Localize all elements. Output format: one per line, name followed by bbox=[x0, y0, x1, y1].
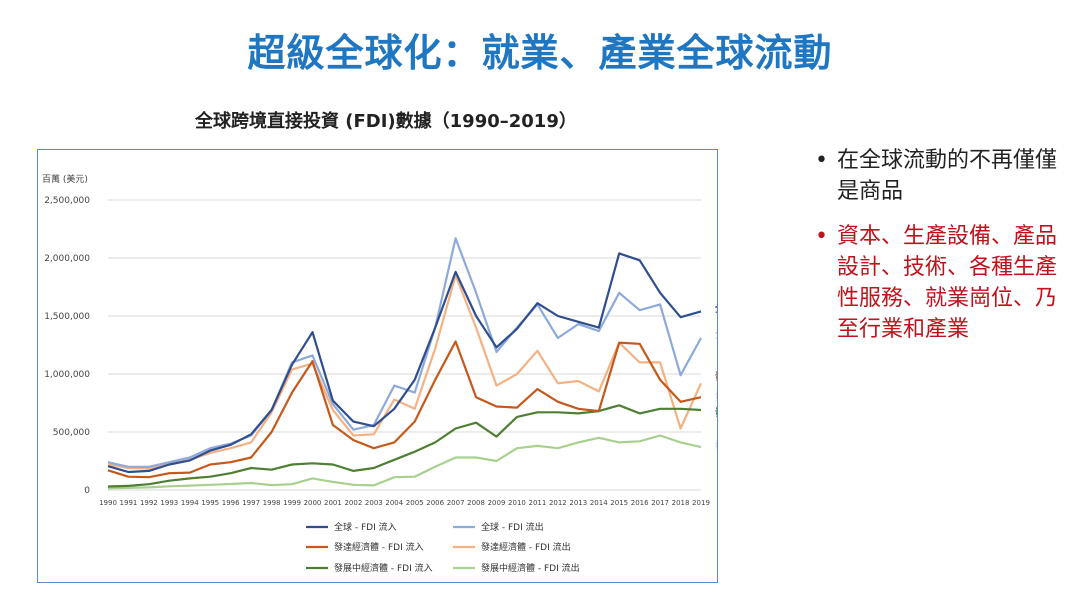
legend-label: 全球 - FDI 流入 bbox=[334, 521, 397, 533]
x-tick-label: 1993 bbox=[160, 499, 178, 507]
legend-label: 發展中經濟體 - FDI 流入 bbox=[334, 562, 433, 574]
x-tick-label: 2007 bbox=[447, 499, 465, 507]
x-tick-label: 2006 bbox=[426, 499, 444, 507]
y-tick-label: 2,000,000 bbox=[44, 254, 90, 264]
x-tick-label: 2011 bbox=[528, 499, 546, 507]
y-tick-label: 1,500,000 bbox=[44, 312, 90, 322]
series-end-label: 全球FDI流出 bbox=[715, 328, 717, 341]
x-tick-label: 2002 bbox=[344, 499, 362, 507]
legend-label: 發展中經濟體 - FDI 流出 bbox=[481, 562, 580, 574]
x-tick-label: 2001 bbox=[324, 499, 342, 507]
series-line-1 bbox=[107, 237, 702, 468]
x-tick-label: 2013 bbox=[569, 499, 587, 507]
series-end-label: 發達國FDI流出 bbox=[715, 390, 717, 403]
legend-label: 全球 - FDI 流出 bbox=[481, 521, 544, 533]
series-line-3 bbox=[107, 274, 703, 470]
x-tick-label: 1995 bbox=[201, 499, 219, 507]
series-line-5 bbox=[107, 434, 702, 490]
x-tick-label: 2005 bbox=[406, 499, 424, 507]
bullet-dot-icon: • bbox=[815, 224, 828, 249]
bullet-text: 在全球流動的不再僅僅是商品 bbox=[837, 148, 1058, 204]
fdi-line-chart: 百萬 (美元) 0 500,000 1,000,000 1,500,000 2,000,0… bbox=[42, 173, 717, 574]
x-tick-label: 2019 bbox=[692, 499, 710, 507]
x-tick-label: 2012 bbox=[549, 499, 567, 507]
bullet-item: • 在全球流動的不再僅僅是商品 bbox=[815, 145, 1075, 207]
x-tick-label: 2010 bbox=[508, 499, 526, 507]
y-axis-label: 百萬 (美元) bbox=[42, 173, 88, 185]
series-end-label: 全球FDI流入 bbox=[714, 302, 717, 315]
bullet-text: 資本、生產設備、產品設計、技術、各種生產性服務、就業崗位、乃至行業和產業 bbox=[837, 224, 1058, 342]
legend-label: 發達經濟體 - FDI 流出 bbox=[481, 541, 571, 553]
x-tick-label: 2014 bbox=[590, 499, 608, 507]
series-end-label: 發展中FDI流出 bbox=[715, 439, 717, 452]
x-tick-label: 2000 bbox=[304, 499, 322, 507]
series-line-0 bbox=[107, 252, 702, 474]
chart-heading: 全球跨境直接投資 (FDI)數據（1990–2019） bbox=[195, 111, 577, 132]
x-tick-label: 1999 bbox=[283, 499, 301, 507]
x-tick-label: 2017 bbox=[651, 499, 669, 507]
x-tick-label: 2003 bbox=[365, 499, 383, 507]
x-tick-label: 1997 bbox=[242, 499, 260, 507]
y-tick-label: 0 bbox=[84, 486, 90, 496]
bullet-list: • 在全球流動的不再僅僅是商品 • 資本、生產設備、產品設計、技術、各種生產性服… bbox=[815, 145, 1075, 359]
x-tick-label: 2004 bbox=[385, 499, 403, 507]
chart-frame: 百萬 (美元) 0 500,000 1,000,000 1,500,000 2,000,0… bbox=[37, 149, 718, 583]
series-end-label: 發展中FDI流入 bbox=[714, 406, 717, 419]
x-tick-label: 2015 bbox=[610, 499, 628, 507]
x-tick-label: 1991 bbox=[120, 499, 138, 507]
y-tick-label: 500,000 bbox=[53, 428, 90, 438]
series-line-2 bbox=[107, 340, 702, 479]
y-tick-label: 2,500,000 bbox=[44, 196, 90, 206]
y-tick-label: 1,000,000 bbox=[44, 370, 90, 380]
series-end-label: 發達國FDI流入 bbox=[714, 370, 717, 383]
x-tick-label: 2016 bbox=[631, 499, 649, 507]
x-tick-label: 1996 bbox=[222, 499, 240, 507]
x-tick-label: 1992 bbox=[140, 499, 158, 507]
x-tick-label: 2009 bbox=[488, 499, 506, 507]
x-tick-label: 1998 bbox=[263, 499, 281, 507]
x-tick-label: 1994 bbox=[181, 499, 199, 507]
bullet-dot-icon: • bbox=[815, 148, 828, 173]
x-tick-label: 2008 bbox=[467, 499, 485, 507]
x-tick-label: 1990 bbox=[99, 499, 117, 507]
x-tick-label: 2018 bbox=[672, 499, 690, 507]
legend-label: 發達經濟體 - FDI 流入 bbox=[334, 541, 424, 553]
bullet-item: • 資本、生產設備、產品設計、技術、各種生產性服務、就業崗位、乃至行業和產業 bbox=[815, 221, 1075, 345]
series-line-4 bbox=[107, 404, 702, 488]
slide-title: 超級全球化：就業、產業全球流動 bbox=[247, 31, 833, 75]
